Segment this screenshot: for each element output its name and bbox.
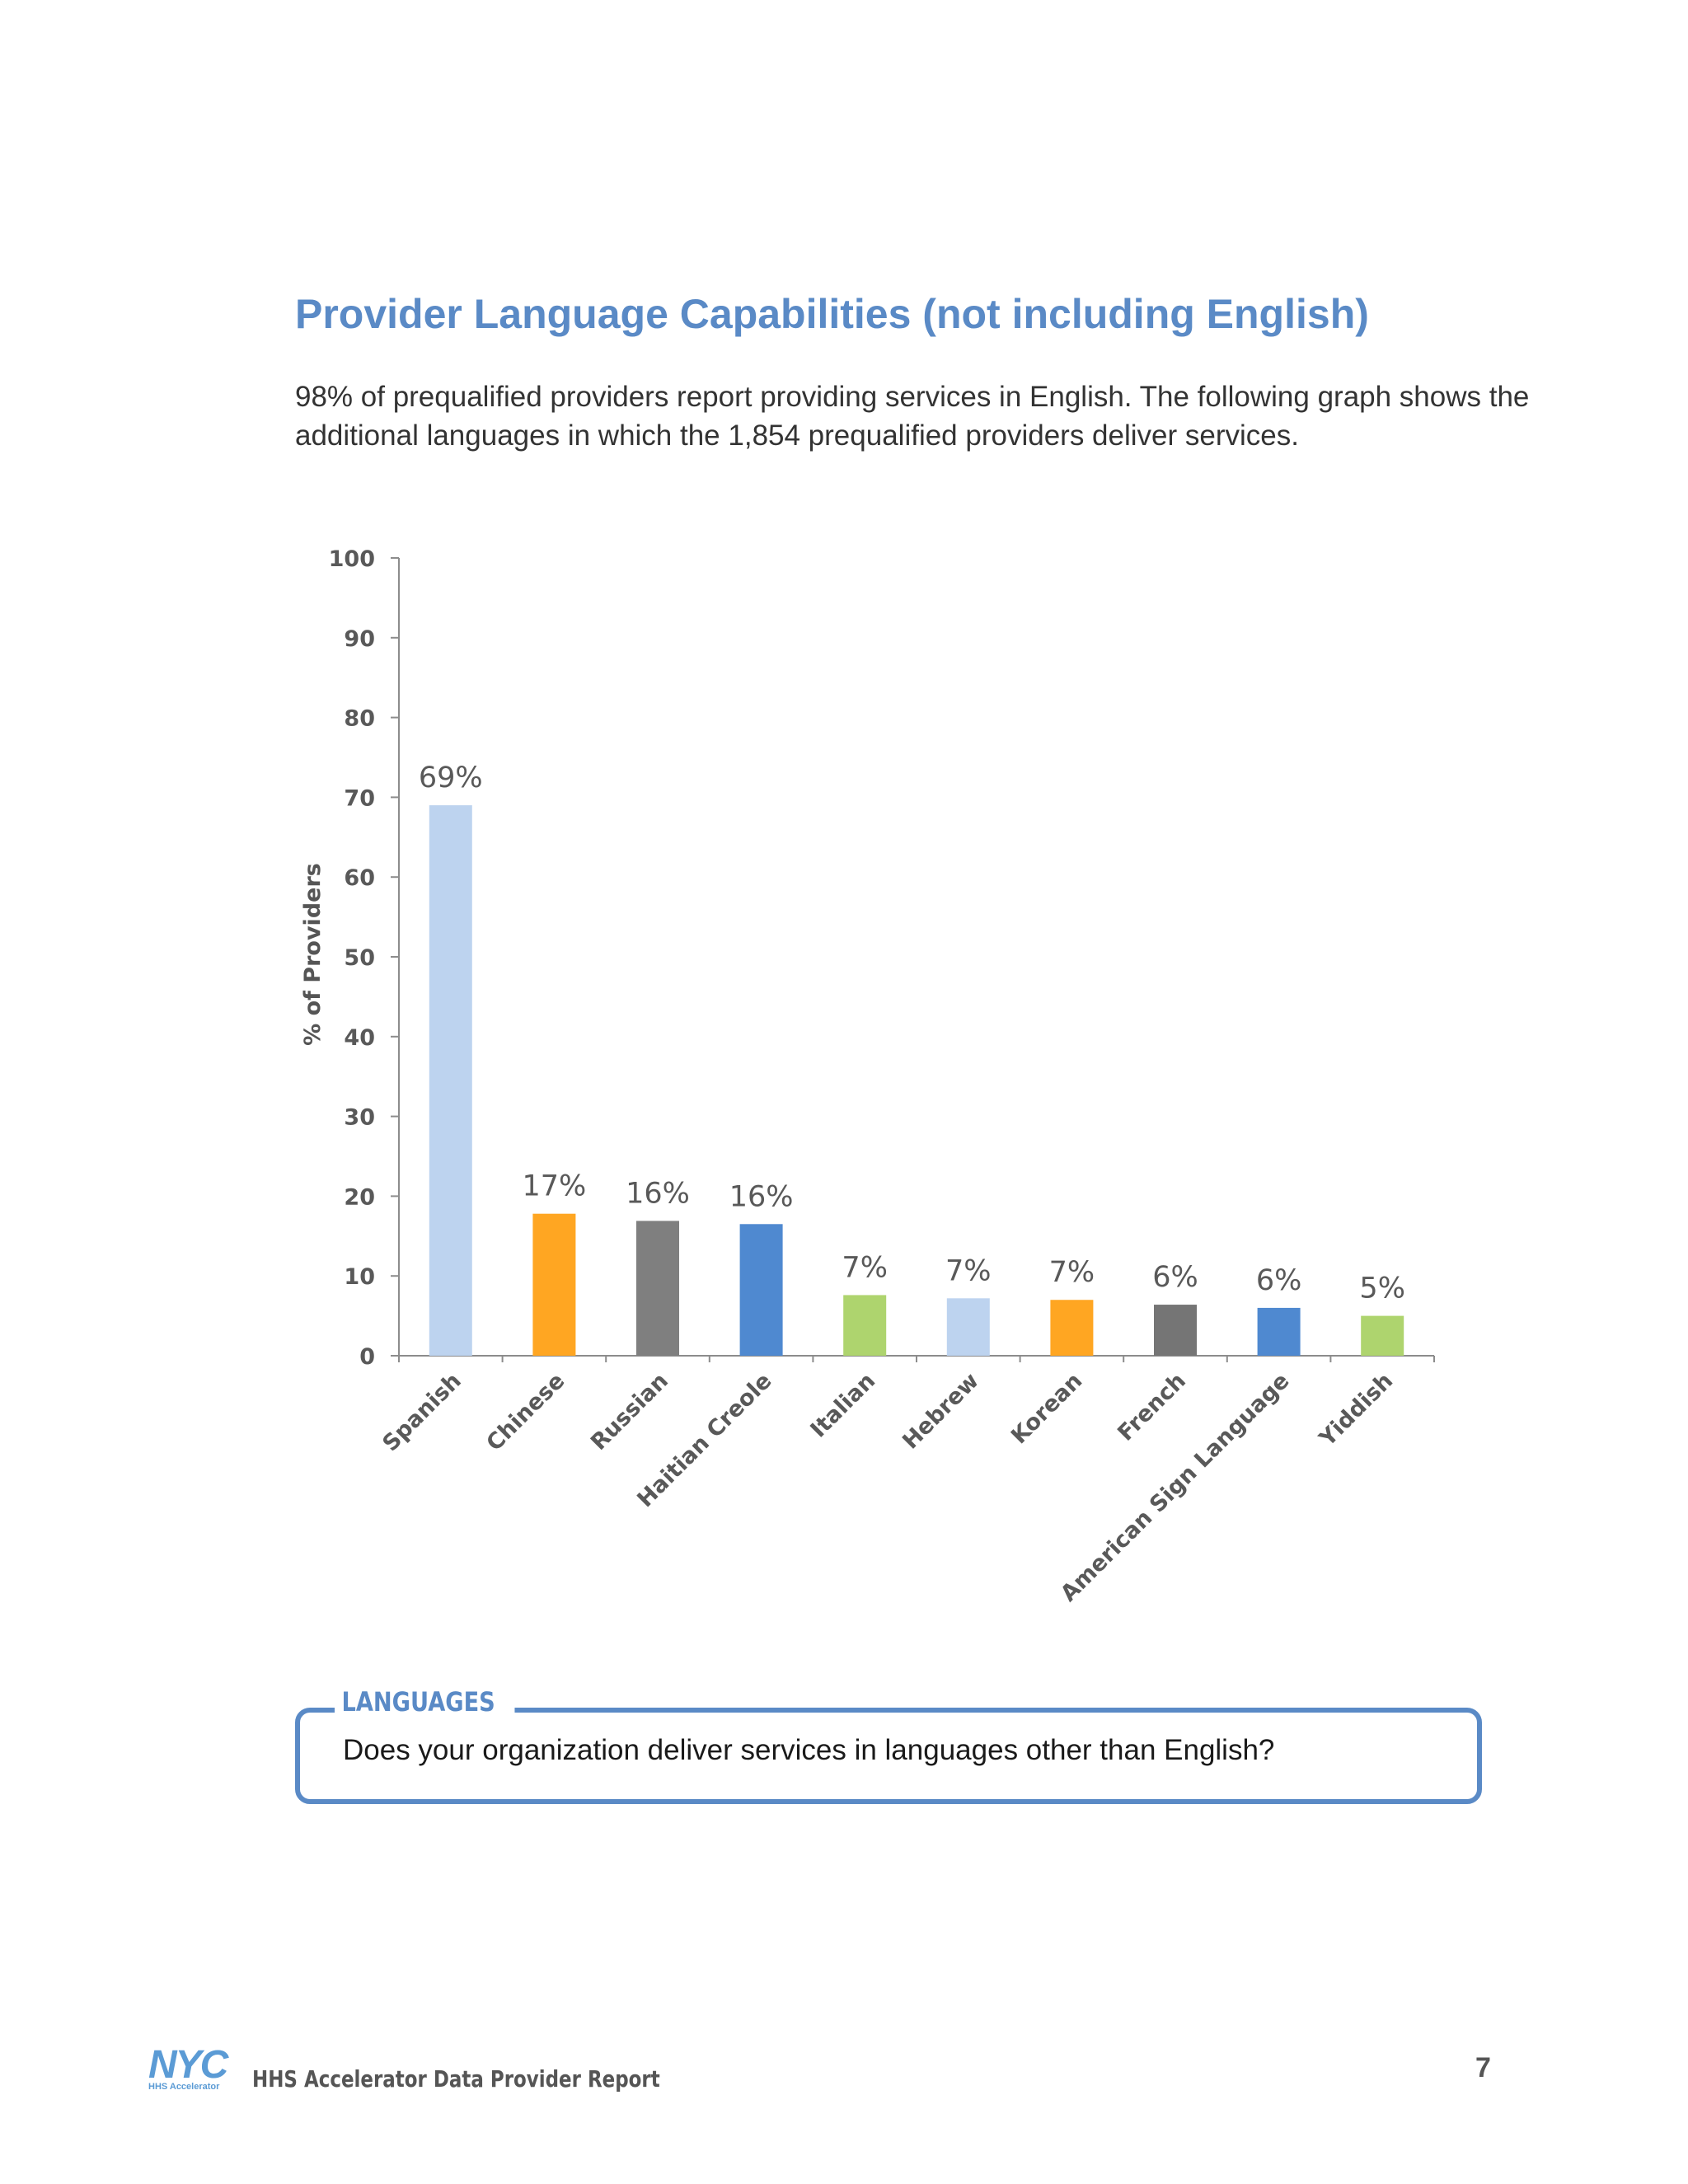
y-tick-label: 20	[344, 1184, 375, 1210]
logo-text: NYC	[148, 2043, 228, 2087]
bar-french	[1154, 1305, 1197, 1356]
bar-hebrew	[946, 1298, 990, 1356]
bar-italian	[843, 1295, 887, 1356]
y-tick-label: 0	[359, 1344, 375, 1370]
y-tick-label: 80	[344, 706, 375, 732]
category-label: Italian	[806, 1368, 881, 1443]
data-label: 69%	[419, 762, 483, 794]
bar-yiddish	[1361, 1315, 1404, 1356]
y-tick-label: 10	[344, 1264, 375, 1290]
y-tick-label: 40	[344, 1025, 375, 1051]
y-axis-title: % of Providers	[300, 863, 326, 1046]
bar-american-sign-language	[1257, 1307, 1301, 1356]
footer-report-title: HHS Accelerator Data Provider Report	[252, 2065, 660, 2093]
logo-subtext: HHS Accelerator	[148, 2082, 220, 2092]
category-label: French	[1113, 1368, 1191, 1446]
data-label: 6%	[1256, 1264, 1302, 1297]
y-tick-label: 50	[344, 945, 375, 971]
category-label: Hebrew	[898, 1368, 984, 1455]
bar-korean	[1050, 1300, 1094, 1356]
y-tick-label: 100	[329, 546, 375, 572]
bar-spanish	[429, 805, 472, 1356]
languages-callout: LANGUAGES Does your organization deliver…	[295, 1686, 1482, 1804]
y-tick-label: 90	[344, 626, 375, 652]
data-label: 5%	[1359, 1272, 1405, 1305]
bar-russian	[636, 1221, 679, 1356]
category-label: Chinese	[481, 1368, 570, 1456]
category-label: American Sign Language	[1056, 1368, 1295, 1607]
page-number: 7	[1475, 2052, 1491, 2083]
page-title: Provider Language Capabilities (not incl…	[295, 291, 1369, 337]
category-label: Spanish	[377, 1368, 466, 1456]
data-label: 7%	[945, 1254, 992, 1287]
callout-label: LANGUAGES	[335, 1686, 515, 1718]
data-label: 16%	[626, 1177, 690, 1210]
bar-chinese	[532, 1213, 576, 1356]
category-label: Yiddish	[1314, 1368, 1398, 1452]
data-label: 7%	[842, 1251, 888, 1284]
bar-chart: 0 10 20 30 40 50 60 70 80 90 100 % of Providers 69% S…	[300, 546, 1435, 1607]
callout-question: Does your organization deliver services …	[343, 1734, 1275, 1766]
y-tick-label: 70	[344, 785, 375, 811]
nyc-logo: NYC HHS Accelerator	[148, 2043, 235, 2093]
data-label: 17%	[523, 1170, 587, 1203]
category-label: Korean	[1006, 1368, 1087, 1449]
y-tick-label: 30	[344, 1105, 375, 1131]
data-label: 7%	[1049, 1256, 1095, 1289]
category-label: Russian	[586, 1368, 673, 1455]
bar-haitian-creole	[739, 1224, 783, 1356]
y-tick-label: 60	[344, 865, 375, 891]
data-label: 6%	[1152, 1261, 1198, 1294]
intro-paragraph: 98% of prequalified providers report pro…	[295, 381, 1530, 452]
chart-bars	[429, 805, 1404, 1356]
data-label: 16%	[729, 1180, 794, 1213]
